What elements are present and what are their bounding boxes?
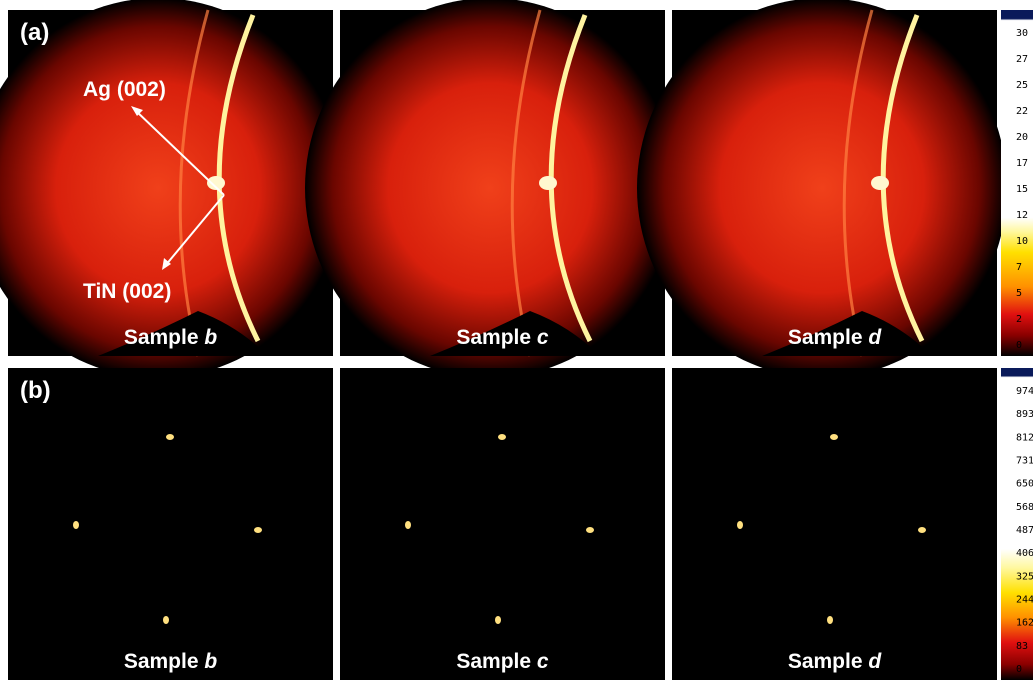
- panel-label: (b): [20, 377, 51, 404]
- colorbar-label: 22: [1016, 106, 1028, 117]
- diffraction-spot: [737, 521, 743, 529]
- image-background: [340, 368, 665, 680]
- annotation: Ag (002): [83, 78, 166, 101]
- diffraction-spot: [163, 616, 169, 624]
- sample-prefix: Sample: [456, 650, 531, 673]
- center-spot: [539, 176, 557, 190]
- diffraction-spot: [405, 521, 411, 529]
- diffraction-spot: [586, 527, 594, 533]
- colorbar-label: 27: [1016, 54, 1028, 65]
- colorbar-label: 25: [1016, 80, 1028, 91]
- colorbar-label: 7: [1016, 262, 1022, 273]
- sample-prefix: Sample: [124, 326, 199, 349]
- colorbar-label: 893: [1016, 409, 1033, 420]
- colorbar-label: 83: [1016, 641, 1028, 652]
- colorbar-label: 650: [1016, 479, 1033, 490]
- diffraction-spot: [254, 527, 262, 533]
- diffraction-spot: [918, 527, 926, 533]
- colorbar-label: 244: [1016, 595, 1033, 606]
- image-background: [672, 368, 997, 680]
- colorbar-label: 0: [1016, 664, 1022, 675]
- figure: Sample bSample cSample d(a)Ag (002)TiN (…: [0, 0, 1033, 680]
- colorbar-label: 20: [1016, 132, 1028, 143]
- sample-letter: b: [204, 326, 217, 349]
- colorbar-label: 10: [1016, 236, 1028, 247]
- colorbar-label: 30: [1016, 28, 1028, 39]
- sample-label: Sample d: [788, 650, 883, 673]
- sample-label: Sample c: [456, 326, 549, 349]
- sample-letter: d: [868, 650, 882, 673]
- sample-label: Sample b: [124, 650, 218, 673]
- annotation: TiN (002): [83, 280, 171, 303]
- sample-letter: c: [537, 650, 549, 673]
- sample-label: Sample b: [124, 326, 218, 349]
- sample-prefix: Sample: [788, 326, 863, 349]
- sample-prefix: Sample: [788, 650, 863, 673]
- colorbar-label: 812: [1016, 432, 1033, 443]
- colorbar-label: 568: [1016, 502, 1033, 513]
- diffraction-spot: [166, 434, 174, 440]
- center-spot: [871, 176, 889, 190]
- colorbar-label: 325: [1016, 571, 1033, 582]
- diffraction-spot: [73, 521, 79, 529]
- colorbar-label: 5: [1016, 288, 1022, 299]
- colorbar-label: 17: [1016, 158, 1028, 169]
- diffraction-spot: [498, 434, 506, 440]
- diffraction-spot: [830, 434, 838, 440]
- diffraction-spot: [495, 616, 501, 624]
- sample-label: Sample c: [456, 650, 549, 673]
- sample-prefix: Sample: [124, 650, 199, 673]
- sample-prefix: Sample: [456, 326, 531, 349]
- diffuse-glow: [637, 0, 1007, 378]
- diffraction-spot: [827, 616, 833, 624]
- colorbar-label: 162: [1016, 618, 1033, 629]
- sample-label: Sample d: [788, 326, 883, 349]
- colorbar-label: 0: [1016, 340, 1022, 351]
- colorbar-label: 2: [1016, 314, 1022, 325]
- image-background: [8, 368, 333, 680]
- colorbar-label: 974: [1016, 386, 1033, 397]
- colorbar-label: 15: [1016, 184, 1028, 195]
- sample-letter: b: [204, 650, 217, 673]
- sample-letter: c: [537, 326, 549, 349]
- sample-letter: d: [868, 326, 882, 349]
- colorbar-label: 487: [1016, 525, 1033, 536]
- colorbar-label: 731: [1016, 456, 1033, 467]
- panel-label: (a): [20, 19, 49, 46]
- colorbar-label: 406: [1016, 548, 1033, 559]
- colorbar-label: 12: [1016, 210, 1028, 221]
- diffuse-glow: [305, 0, 675, 378]
